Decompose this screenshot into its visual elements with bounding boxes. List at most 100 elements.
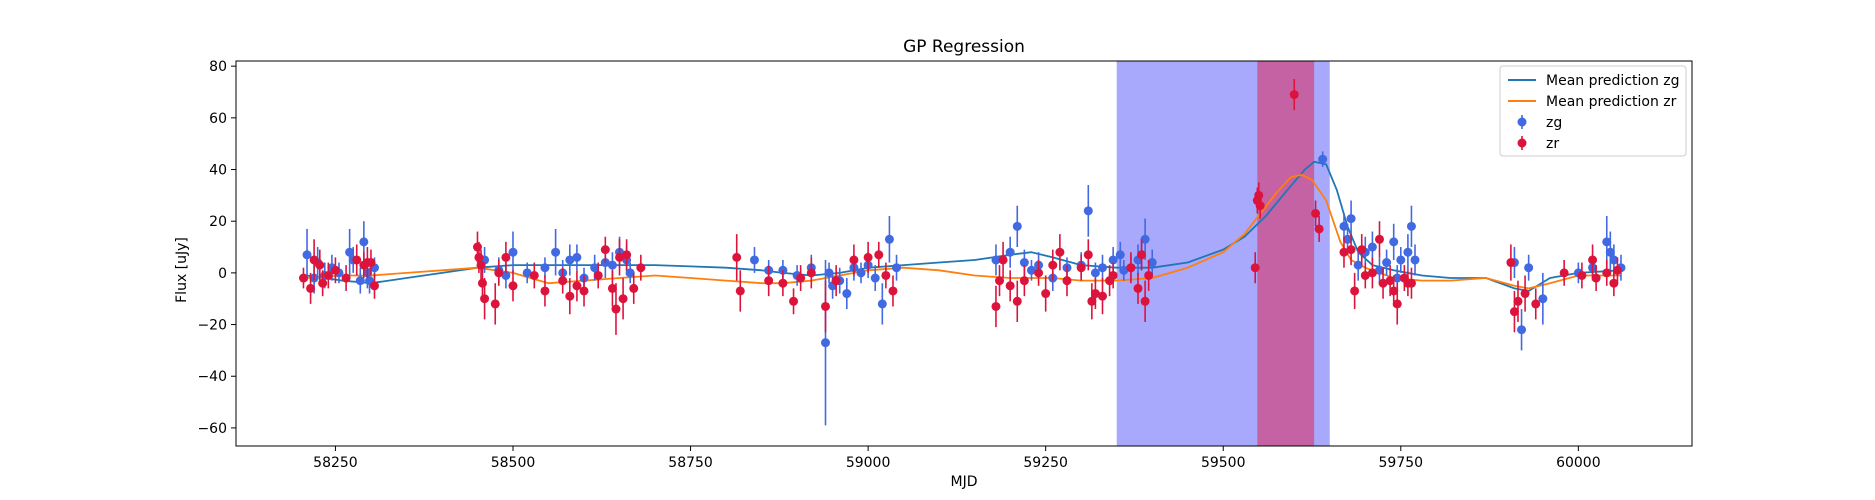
zr-point — [1513, 296, 1523, 306]
x-axis-ticks: 58250 58500 58750 59000 59250 59500 59750 60000 — [313, 446, 1601, 471]
zg-point — [359, 237, 369, 247]
zr-point — [1055, 247, 1065, 257]
zg-point — [870, 273, 880, 283]
zr-point — [318, 278, 328, 288]
zr-point — [806, 268, 816, 278]
shaded-regions — [1116, 61, 1330, 446]
zr-point — [796, 273, 806, 283]
zr-point — [369, 281, 379, 291]
zr-point — [1506, 258, 1516, 268]
zr-point — [565, 291, 575, 301]
zr-point — [1083, 250, 1093, 260]
zr-point — [1389, 286, 1399, 296]
zr-point — [1254, 190, 1264, 200]
zg-point — [565, 255, 575, 265]
zg-point — [1026, 265, 1036, 275]
zr-point — [863, 252, 873, 262]
zg-point — [1147, 258, 1157, 268]
zg-point — [1538, 294, 1548, 304]
zg-point — [551, 247, 561, 257]
zr-point — [629, 283, 639, 293]
zg-point — [1392, 273, 1402, 283]
y-tick-label: −20 — [197, 318, 227, 334]
zr-point — [323, 270, 333, 280]
zr-point — [831, 276, 841, 286]
zg-point — [1602, 237, 1612, 247]
zr-point — [558, 276, 568, 286]
zr-point — [1339, 247, 1349, 257]
zr-point — [572, 281, 582, 291]
zr-point — [1255, 201, 1265, 211]
zg-point — [590, 263, 600, 273]
zg-point — [522, 268, 532, 278]
zr-point — [874, 250, 884, 260]
zg-point — [1406, 221, 1416, 231]
x-tick-label: 59750 — [1379, 455, 1424, 471]
zr-point — [618, 294, 628, 304]
zr-point — [1385, 276, 1395, 286]
series-zr — [298, 79, 1622, 335]
zr-point — [1531, 299, 1541, 309]
zg-point — [892, 263, 902, 273]
zg-point — [1090, 268, 1100, 278]
legend-label: Mean prediction zr — [1546, 94, 1677, 110]
zg-point — [1374, 265, 1384, 275]
zr-point — [1041, 289, 1051, 299]
zr-point — [298, 273, 308, 283]
zg-point — [1396, 255, 1406, 265]
legend-point-swatch — [1517, 138, 1527, 148]
zr-point — [474, 252, 484, 262]
zr-point — [735, 286, 745, 296]
zg-point — [991, 255, 1001, 265]
x-tick-label: 58750 — [668, 455, 713, 471]
zr-point — [888, 286, 898, 296]
zr-point — [991, 301, 1001, 311]
zr-point — [1250, 263, 1260, 273]
zg-point — [821, 338, 831, 348]
zr-point — [1034, 268, 1044, 278]
zr-point — [1612, 265, 1622, 275]
zg-point — [842, 289, 852, 299]
zr-point — [611, 304, 621, 314]
zg-point — [345, 247, 355, 257]
zg-point — [1119, 265, 1129, 275]
zg-point — [1097, 263, 1107, 273]
y-tick-label: −40 — [197, 369, 227, 385]
zg-point — [1605, 247, 1615, 257]
y-tick-label: 60 — [209, 111, 227, 127]
y-axis-label: Flux [uJy] — [174, 237, 190, 303]
zr-point — [1076, 263, 1086, 273]
zg-point — [572, 252, 582, 262]
zg-point — [1343, 234, 1353, 244]
zr-point — [1137, 250, 1147, 260]
data-points — [298, 79, 1626, 426]
zr-point — [1133, 283, 1143, 293]
zg-point — [1346, 214, 1356, 224]
zg-point — [1382, 258, 1392, 268]
legend-box — [1499, 65, 1687, 157]
legend-label: zg — [1546, 115, 1562, 131]
y-tick-label: 20 — [209, 214, 227, 230]
zr-point — [1559, 268, 1569, 278]
zg-point — [824, 268, 834, 278]
zr-point — [622, 250, 632, 260]
zg-point — [1410, 255, 1420, 265]
zg-point — [540, 263, 550, 273]
zr-point — [579, 286, 589, 296]
zr-point — [1367, 268, 1377, 278]
zg-point — [508, 247, 518, 257]
zg-point — [1115, 250, 1125, 260]
zr-point — [315, 260, 325, 270]
x-tick-label: 59500 — [1201, 455, 1246, 471]
x-tick-label: 58500 — [491, 455, 536, 471]
zg-point — [1403, 247, 1413, 257]
zr-point — [1289, 90, 1299, 100]
zr-point — [330, 265, 340, 275]
zg-point — [1318, 154, 1328, 164]
zr-point — [1577, 270, 1587, 280]
zr-point — [1520, 289, 1530, 299]
zr-point — [1144, 270, 1154, 280]
zr-point — [1378, 278, 1388, 288]
zr-point — [477, 278, 487, 288]
